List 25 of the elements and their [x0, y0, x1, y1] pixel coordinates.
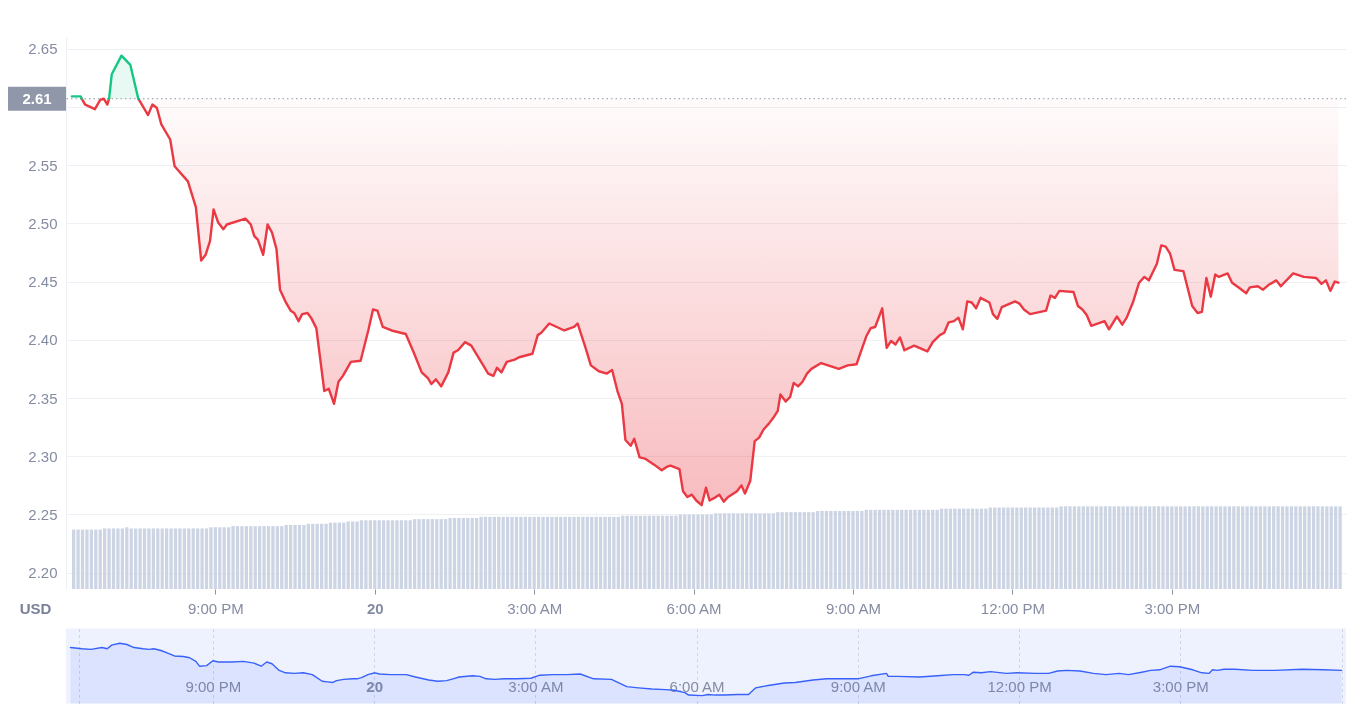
x-tick-label: 12:00 PM — [980, 599, 1046, 617]
y-tick-label: 2.55 — [28, 156, 58, 174]
x-tick-label: 3:00 AM — [507, 599, 563, 617]
x-tick-label: 9:00 AM — [830, 678, 886, 695]
y-tick-label: 2.65 — [28, 40, 58, 58]
x-tick-label: 12:00 PM — [987, 678, 1052, 695]
y-axis-title: USD — [19, 600, 52, 617]
x-tick-label: 20 — [366, 599, 384, 617]
x-tick-label: 20 — [366, 678, 383, 695]
x-tick-label: 9:00 PM — [185, 678, 242, 695]
y-tick-label: 2.50 — [28, 214, 58, 232]
x-tick-label: 6:00 AM — [669, 678, 725, 695]
x-tick-label: 3:00 PM — [1152, 678, 1209, 695]
y-tick-label: 2.30 — [28, 447, 58, 465]
y-tick-label: 2.35 — [28, 389, 58, 407]
y-tick-label: 2.25 — [28, 505, 58, 523]
y-tick-label: 2.40 — [28, 331, 58, 349]
ref-line-label: 2.61 — [22, 89, 52, 107]
x-tick-label: 9:00 AM — [825, 599, 882, 617]
x-tick-label: 9:00 PM — [187, 599, 244, 617]
x-tick-label: 3:00 AM — [508, 678, 564, 695]
x-tick-label: 3:00 PM — [1144, 599, 1201, 617]
y-tick-label: 2.20 — [28, 564, 58, 582]
y-tick-label: 2.45 — [28, 273, 58, 291]
x-tick-label: 6:00 AM — [666, 599, 722, 617]
